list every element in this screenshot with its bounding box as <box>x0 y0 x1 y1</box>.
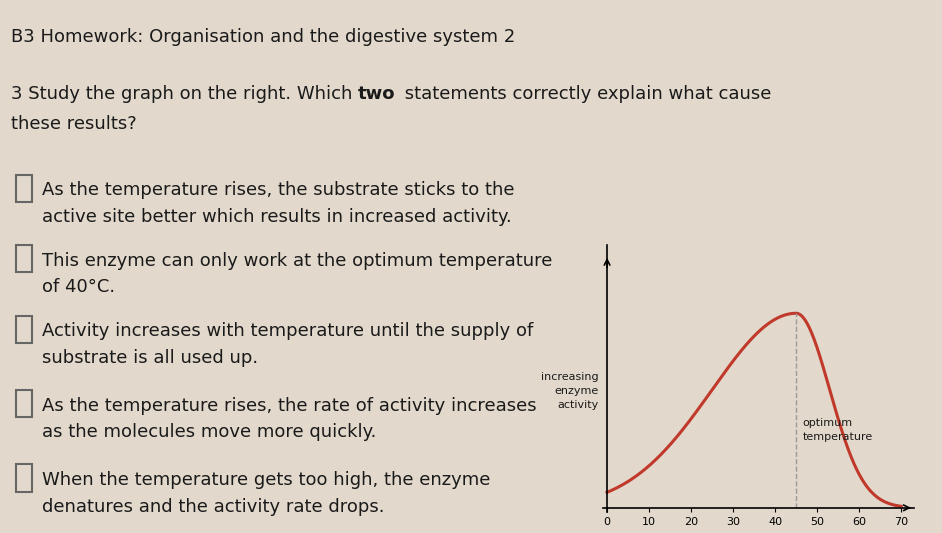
Text: B3 Homework: Organisation and the digestive system 2: B3 Homework: Organisation and the digest… <box>10 28 514 46</box>
Text: optimum
temperature: optimum temperature <box>803 418 872 442</box>
Text: This enzyme can only work at the optimum temperature
of 40°C.: This enzyme can only work at the optimum… <box>42 252 552 296</box>
Bar <box>16 316 31 343</box>
Text: When the temperature gets too high, the enzyme
denatures and the activity rate d: When the temperature gets too high, the … <box>42 471 491 516</box>
Bar <box>16 174 31 202</box>
Text: As the temperature rises, the substrate sticks to the
active site better which r: As the temperature rises, the substrate … <box>42 181 514 226</box>
Text: two: two <box>357 85 395 103</box>
Text: increasing
enzyme
activity: increasing enzyme activity <box>541 372 599 410</box>
Text: these results?: these results? <box>10 115 137 133</box>
Text: 3 Study the graph on the right. Which: 3 Study the graph on the right. Which <box>10 85 358 103</box>
Bar <box>16 464 31 492</box>
Bar <box>16 245 31 272</box>
Text: statements correctly explain what cause: statements correctly explain what cause <box>398 85 771 103</box>
Text: Activity increases with temperature until the supply of
substrate is all used up: Activity increases with temperature unti… <box>42 322 533 367</box>
Text: As the temperature rises, the rate of activity increases
as the molecules move m: As the temperature rises, the rate of ac… <box>42 397 537 441</box>
Bar <box>16 390 31 417</box>
